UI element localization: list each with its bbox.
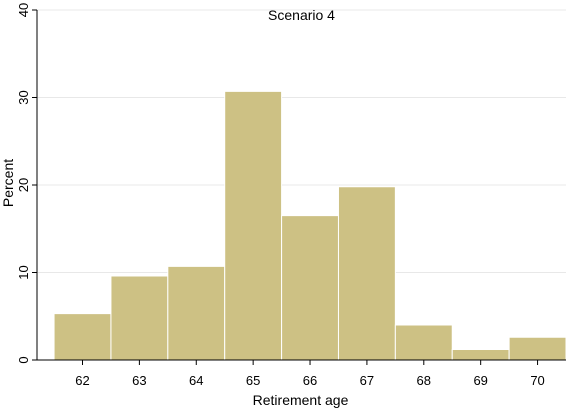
x-tick-label: 67 [360, 373, 374, 388]
x-tick-label: 65 [246, 373, 260, 388]
bars [53, 90, 567, 361]
chart-title: Scenario 4 [268, 7, 335, 23]
x-tick-label: 68 [417, 373, 431, 388]
y-tick-label: 20 [16, 178, 31, 192]
bar-69 [451, 349, 510, 361]
x-tick-label: 66 [303, 373, 317, 388]
x-tick-label: 70 [530, 373, 544, 388]
bar-63 [110, 275, 169, 361]
y-tick-label: 30 [16, 90, 31, 104]
gridlines [37, 9, 566, 273]
bar-66 [281, 215, 339, 361]
x-tick-label: 64 [189, 373, 203, 388]
bar-62 [53, 313, 112, 361]
y-ticks: 0 10 20 30 40 [16, 3, 37, 364]
y-tick-label: 0 [16, 356, 31, 363]
x-tick-label: 62 [75, 373, 89, 388]
bar-70 [508, 336, 567, 361]
bar-64 [167, 265, 226, 361]
y-tick-label: 10 [16, 265, 31, 279]
bar-65 [224, 90, 283, 361]
y-axis-title: Percent [0, 159, 16, 207]
bar-67 [337, 186, 396, 361]
x-tick-label: 63 [132, 373, 146, 388]
y-tick-label: 40 [16, 3, 31, 17]
x-tick-label: 69 [473, 373, 487, 388]
x-ticks: 62 63 64 65 66 67 68 69 70 [75, 360, 545, 388]
x-axis-title: Retirement age [253, 392, 349, 408]
bar-68 [394, 324, 453, 361]
